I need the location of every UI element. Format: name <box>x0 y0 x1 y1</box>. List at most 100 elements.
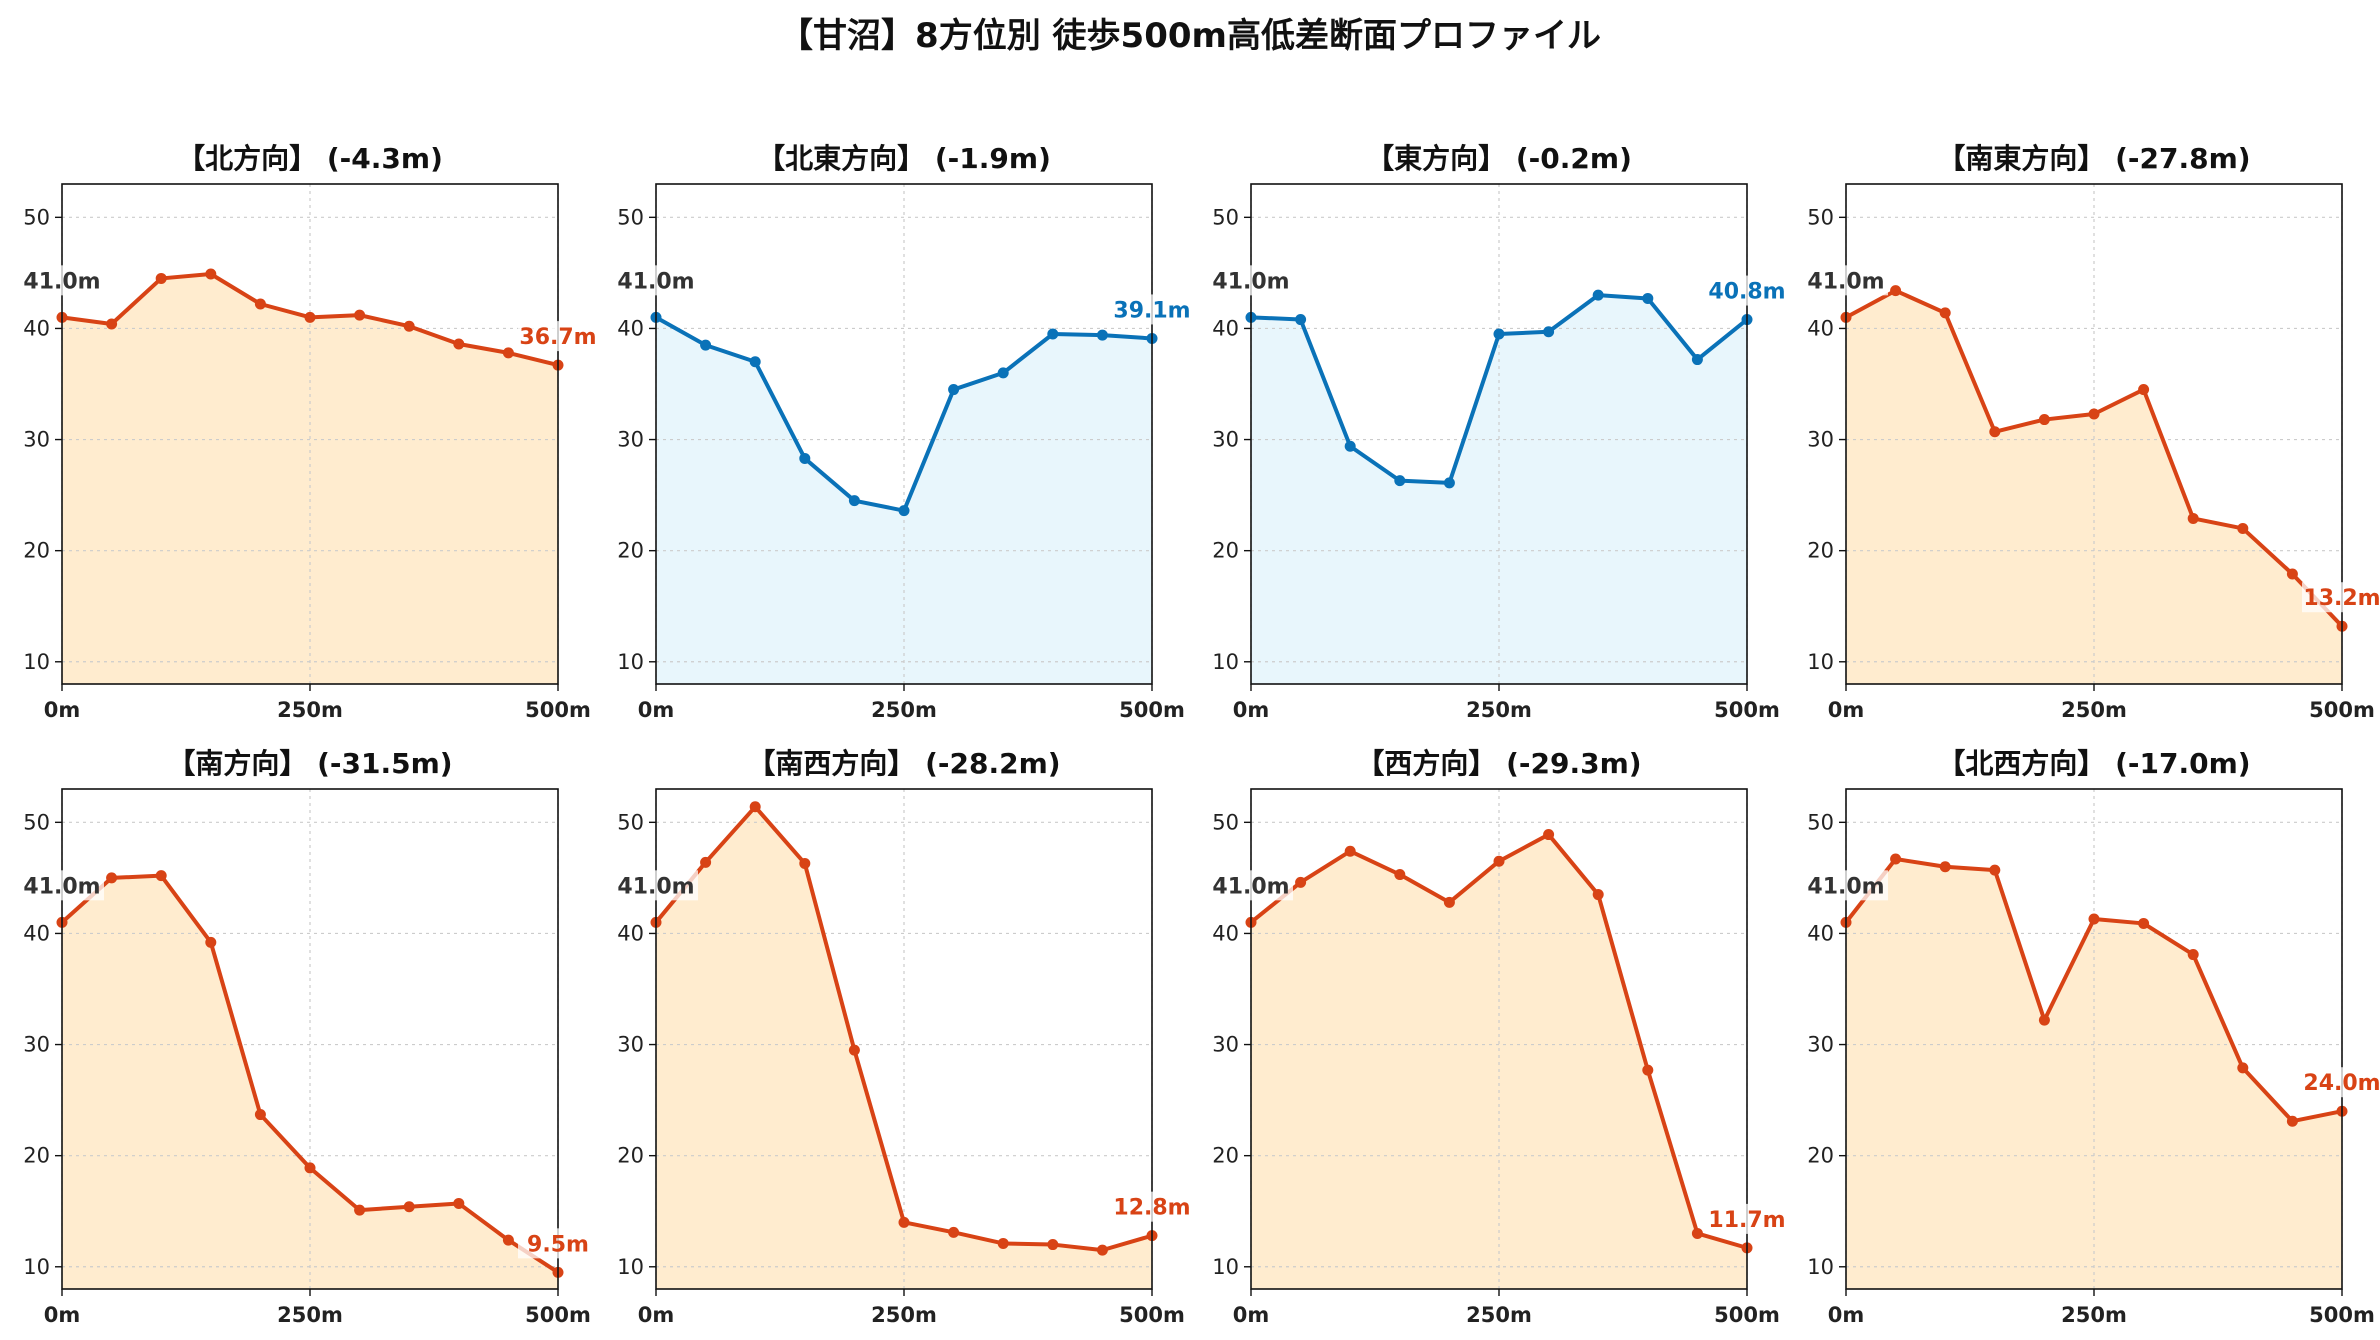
data-point <box>1642 292 1654 304</box>
x-tick-label: 500m <box>1119 1303 1185 1327</box>
data-point <box>453 1197 465 1209</box>
data-point <box>2237 522 2249 534</box>
start-label-bg <box>614 870 698 901</box>
data-point <box>1989 426 2001 438</box>
data-point <box>155 272 167 284</box>
y-tick-label: 30 <box>1212 1033 1239 1057</box>
y-tick-label: 10 <box>23 650 50 674</box>
data-point <box>749 801 761 813</box>
x-tick-label: 0m <box>44 698 81 722</box>
x-tick-label: 500m <box>525 1303 591 1327</box>
x-tick-label: 250m <box>277 698 343 722</box>
y-tick-label: 30 <box>617 1033 644 1057</box>
y-tick-label: 20 <box>1212 1144 1239 1168</box>
data-point <box>254 1109 266 1121</box>
y-tick-label: 10 <box>23 1255 50 1279</box>
data-point <box>1543 829 1555 841</box>
y-tick-label: 20 <box>1212 539 1239 563</box>
start-label-bg <box>1209 265 1293 296</box>
y-tick-label: 10 <box>1212 650 1239 674</box>
data-point <box>2286 1115 2298 1127</box>
data-point <box>1443 896 1455 908</box>
data-point <box>799 452 811 464</box>
figure-title: 【甘沼】8方位別 徒歩500m高低差断面プロファイル <box>779 16 1601 56</box>
x-tick-label: 500m <box>1119 698 1185 722</box>
y-tick-label: 40 <box>1212 316 1239 340</box>
data-point <box>1989 864 2001 876</box>
panel-title: 【西方向】 (-29.3m) <box>1356 747 1641 780</box>
end-elevation-label: 24.0m <box>2303 1071 2380 1096</box>
start-label-bg <box>614 265 698 296</box>
y-tick-label: 10 <box>1212 1255 1239 1279</box>
y-tick-label: 20 <box>1807 539 1834 563</box>
data-point <box>1344 440 1356 452</box>
panel-title: 【南方向】 (-31.5m) <box>167 747 452 780</box>
end-label-bg <box>2302 582 2380 613</box>
y-tick-label: 40 <box>617 921 644 945</box>
data-point <box>2237 1062 2249 1074</box>
panel-title: 【東方向】 (-0.2m) <box>1366 142 1632 175</box>
y-tick-label: 50 <box>23 810 50 834</box>
y-tick-label: 50 <box>1807 205 1834 229</box>
y-tick-label: 20 <box>617 539 644 563</box>
area-fill <box>1846 859 2342 1289</box>
data-point <box>2286 568 2298 580</box>
end-elevation-label: 9.5m <box>527 1232 589 1257</box>
x-tick-label: 250m <box>277 1303 343 1327</box>
data-point <box>2187 949 2199 961</box>
y-tick-label: 40 <box>617 316 644 340</box>
x-tick-label: 500m <box>2309 698 2375 722</box>
data-point <box>1096 1244 1108 1256</box>
data-point <box>106 872 118 884</box>
data-point <box>1344 845 1356 857</box>
end-elevation-label: 36.7m <box>519 325 596 350</box>
data-point <box>254 298 266 310</box>
x-tick-label: 0m <box>638 698 675 722</box>
y-tick-label: 40 <box>23 921 50 945</box>
start-elevation-label: 41.0m <box>23 874 100 899</box>
data-point <box>502 347 514 359</box>
data-point <box>1691 354 1703 366</box>
end-label-bg <box>1112 1191 1192 1222</box>
x-tick-label: 500m <box>525 698 591 722</box>
data-point <box>1592 889 1604 901</box>
data-point <box>453 338 465 350</box>
panel-title: 【北方向】 (-4.3m) <box>177 142 443 175</box>
start-label-bg <box>1209 870 1293 901</box>
end-label-bg <box>2302 1067 2380 1098</box>
area-fill <box>656 317 1152 684</box>
end-label-bg <box>518 1228 598 1259</box>
x-tick-label: 0m <box>1233 1303 1270 1327</box>
start-label-bg <box>1804 870 1888 901</box>
panel-title: 【南東方向】 (-27.8m) <box>1937 142 2250 175</box>
data-point <box>1691 1227 1703 1239</box>
y-tick-label: 40 <box>1212 921 1239 945</box>
data-point <box>997 367 1009 379</box>
panel-title: 【南西方向】 (-28.2m) <box>747 747 1060 780</box>
y-tick-label: 30 <box>617 428 644 452</box>
data-point <box>502 1234 514 1246</box>
start-elevation-label: 41.0m <box>1212 269 1289 294</box>
data-point <box>848 1044 860 1056</box>
data-point <box>1939 861 1951 873</box>
end-label-bg <box>1112 294 1192 325</box>
data-point <box>1394 475 1406 487</box>
data-point <box>700 856 712 868</box>
panel-title: 【北東方向】 (-1.9m) <box>757 142 1051 175</box>
data-point <box>1047 328 1059 340</box>
end-elevation-label: 12.8m <box>1113 1196 1190 1221</box>
data-point <box>2088 408 2100 420</box>
data-point <box>1592 289 1604 301</box>
area-fill <box>1251 834 1747 1289</box>
x-tick-label: 0m <box>1828 698 1865 722</box>
data-point <box>700 339 712 351</box>
data-point <box>205 936 217 948</box>
y-tick-label: 20 <box>23 1144 50 1168</box>
data-point <box>1890 853 1902 865</box>
data-point <box>997 1237 1009 1249</box>
data-point <box>403 1201 415 1213</box>
y-tick-label: 50 <box>617 810 644 834</box>
end-label-bg <box>1707 1203 1787 1234</box>
